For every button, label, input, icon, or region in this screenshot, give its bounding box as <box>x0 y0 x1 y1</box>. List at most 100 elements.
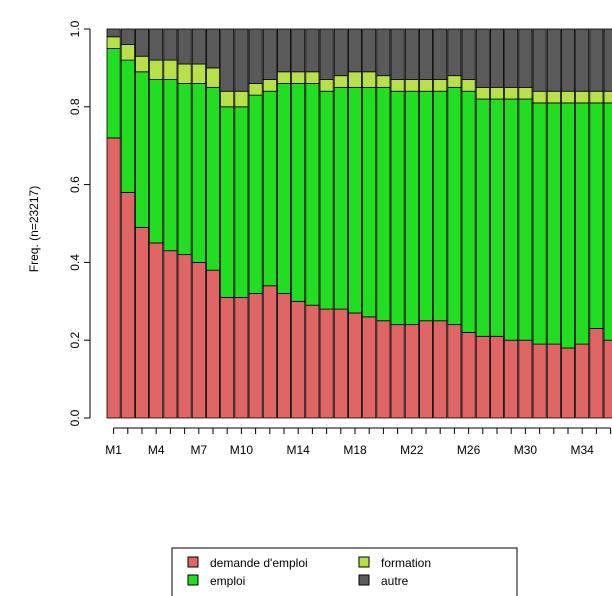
bar-segment <box>561 102 576 349</box>
bar-segment <box>504 28 519 88</box>
bar-segment <box>149 79 164 244</box>
bar-segment <box>163 28 178 61</box>
bar-segment <box>134 226 149 419</box>
bar-segment <box>518 339 533 419</box>
bar-segment <box>475 335 490 419</box>
y-tick-label: 0.4 <box>68 254 82 271</box>
bar-segment <box>220 28 235 92</box>
bar-segment <box>220 106 235 298</box>
bar-segment <box>362 71 377 88</box>
bar-segment <box>575 90 590 104</box>
bar-segment <box>418 28 433 80</box>
bar-segment <box>205 67 220 88</box>
bar-segment <box>120 44 135 61</box>
bar-segment <box>461 28 476 80</box>
bar-segment <box>603 339 612 419</box>
bar-segment <box>347 28 362 73</box>
bar-segment <box>589 90 604 104</box>
bar-segment <box>418 79 433 92</box>
bar-segment <box>319 79 334 92</box>
bar-segment <box>390 79 405 92</box>
bar-segment <box>248 83 263 96</box>
y-tick-label: 0.6 <box>68 176 82 193</box>
bar-segment <box>177 28 192 65</box>
x-tick-label: M7 <box>190 443 207 457</box>
y-tick-label: 0.2 <box>68 332 82 349</box>
bar-segment <box>433 79 448 92</box>
bar-segment <box>518 98 533 341</box>
legend: demande d'emploi formation emploi autre <box>171 547 518 596</box>
bar-segment <box>177 254 192 419</box>
bar-segment <box>390 90 405 326</box>
legend-label-formation: formation <box>381 556 431 570</box>
bar-segment <box>291 83 306 302</box>
x-axis: M1 M4 M7 M10 M14 M18 M22 M26 M30 M34 <box>105 427 612 457</box>
y-tick-label: 0.8 <box>68 98 82 115</box>
bar-segment <box>234 297 249 419</box>
bar-segment <box>234 90 249 108</box>
bar-segment <box>333 308 348 419</box>
x-tick-label: M26 <box>457 443 481 457</box>
bar-segment <box>191 28 206 65</box>
y-axis: 0.0 0.2 0.4 0.6 0.8 1.0 <box>68 20 91 426</box>
bar-segment <box>589 102 604 329</box>
bar-segment <box>262 79 277 92</box>
bar-segment <box>248 28 263 84</box>
legend-label-demande: demande d'emploi <box>210 556 308 570</box>
bar-segment <box>347 312 362 419</box>
bar-segment <box>276 83 291 294</box>
bar-segment <box>347 71 362 88</box>
bar-segment <box>489 98 504 337</box>
bar-segment <box>362 28 377 73</box>
bar-segment <box>433 90 448 322</box>
bar-segment <box>433 320 448 419</box>
bar-segment <box>362 316 377 419</box>
bar-segment <box>589 328 604 419</box>
bar-segment <box>163 59 178 80</box>
bar-segment <box>433 28 448 80</box>
bar-segment <box>134 28 149 57</box>
bar-segment <box>475 98 490 337</box>
bar-segment <box>234 28 249 92</box>
bar-segment <box>347 86 362 314</box>
bar-segment <box>575 28 590 92</box>
bar-segment <box>106 28 121 38</box>
bar-segment <box>390 28 405 80</box>
bar-segment <box>575 102 590 345</box>
bar-segment <box>603 90 612 104</box>
bar-segment <box>291 28 306 73</box>
bar-segment <box>319 90 334 310</box>
bar-segment <box>404 324 419 419</box>
bar-segment <box>504 339 519 419</box>
bar-segment <box>404 28 419 80</box>
bar-segment <box>475 28 490 88</box>
x-tick-label: M1 <box>105 443 122 457</box>
bar-segment <box>546 28 561 92</box>
bar-segment <box>589 28 604 92</box>
bar-segment <box>120 28 135 45</box>
bar-segment <box>305 71 320 84</box>
bar-segment <box>603 102 612 341</box>
bar-segment <box>149 242 164 419</box>
bar-segment <box>376 320 391 419</box>
bar-segment <box>276 28 291 73</box>
bar-segment <box>262 28 277 80</box>
bar-segment <box>333 86 348 310</box>
bar-segment <box>376 28 391 77</box>
bar-segment <box>461 79 476 92</box>
bar-segment <box>149 59 164 80</box>
y-tick-label: 0.0 <box>68 409 82 426</box>
bar-segment <box>291 71 306 84</box>
legend-label-autre: autre <box>381 574 409 588</box>
bar-segment <box>447 75 462 88</box>
bar-segment <box>333 28 348 77</box>
bar-segment <box>504 86 519 100</box>
x-tick-label: M30 <box>514 443 538 457</box>
bar-segment <box>546 343 561 419</box>
bar-segment <box>561 347 576 419</box>
bar-segment <box>489 28 504 88</box>
legend-swatch-demande <box>187 556 199 568</box>
bar-segment <box>163 79 178 252</box>
bar-segment <box>518 28 533 88</box>
